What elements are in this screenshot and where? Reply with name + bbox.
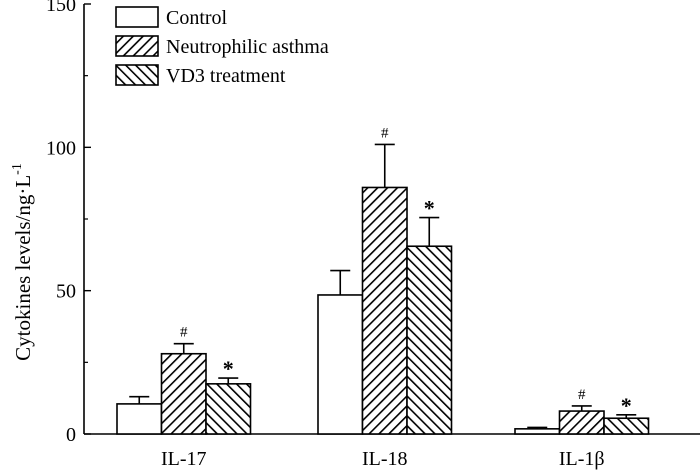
y-axis-label: Cytokines levels/ng·L-1 [10,163,35,361]
bar [116,403,163,435]
bar [317,294,364,435]
legend: Control Neutrophilic asthma VD3 treatment [115,6,329,87]
significance-star: * [223,356,234,381]
bar [160,352,207,435]
significance-star: * [424,196,435,221]
y-tick-label: 150 [46,0,76,16]
significance-hash: # [578,387,586,403]
significance-hash: # [180,325,188,341]
legend-swatch [115,35,159,57]
y-tick-label: 50 [56,281,76,303]
y-axis-label-superscript: -1 [10,163,25,175]
significance-star: * [621,393,632,418]
x-tick-label: IL-1β [559,448,605,470]
bar [514,428,561,435]
bars-group: # * # * # * [116,125,650,435]
y-tick-label: 0 [66,424,76,446]
bar [361,186,408,435]
significance-hash: # [381,125,389,141]
bar [205,383,252,435]
x-tick-label: IL-18 [362,448,408,470]
legend-label: Neutrophilic asthma [166,36,329,58]
legend-swatch [115,6,159,28]
legend-label: Control [166,7,228,29]
y-tick-label: 100 [46,137,76,159]
legend-label: VD3 treatment [166,65,286,87]
bar [558,410,605,435]
bar [406,245,453,435]
legend-swatch [115,64,159,86]
x-tick-label: IL-17 [161,448,207,470]
bar [603,417,650,435]
